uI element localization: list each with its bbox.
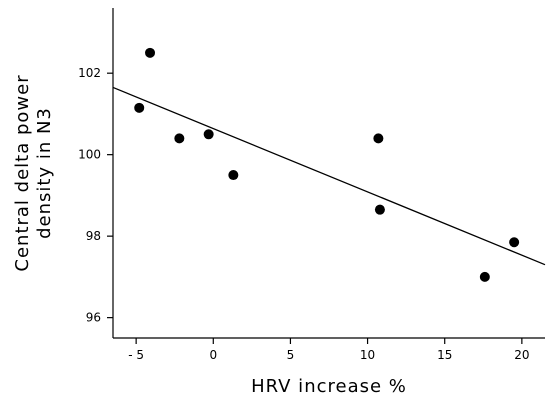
data-point <box>134 102 145 113</box>
data-point <box>174 133 185 144</box>
y-ticks: 96 98 100 102 <box>78 66 113 325</box>
y-axis-label-line-1: Central delta power <box>12 74 33 271</box>
trend-line <box>112 86 546 266</box>
y-tick-label: 98 <box>86 229 101 243</box>
x-tick-label: 15 <box>437 348 452 362</box>
data-point <box>509 237 520 248</box>
data-point <box>203 129 214 140</box>
y-axis-label: Central delta power density in N3 <box>12 74 55 271</box>
y-tick-label: 102 <box>78 66 101 80</box>
data-point <box>479 271 490 282</box>
y-tick-label: 96 <box>86 311 101 325</box>
x-ticks: - 5 0 5 10 15 20 <box>128 338 529 362</box>
x-tick-label: 0 <box>209 348 217 362</box>
axes <box>112 8 545 339</box>
data-point <box>373 133 384 144</box>
x-tick-label: 10 <box>360 348 375 362</box>
x-tick-label: - 5 <box>128 348 144 362</box>
y-tick-label: 100 <box>78 148 101 162</box>
data-point <box>145 47 156 58</box>
data-point <box>228 170 239 181</box>
y-axis-label-line-2: density in N3 <box>34 107 55 239</box>
data-points <box>134 47 520 282</box>
x-tick-label: 5 <box>287 348 295 362</box>
x-axis-label: HRV increase % <box>251 376 407 397</box>
data-point <box>374 204 385 215</box>
x-tick-label: 20 <box>514 348 529 362</box>
